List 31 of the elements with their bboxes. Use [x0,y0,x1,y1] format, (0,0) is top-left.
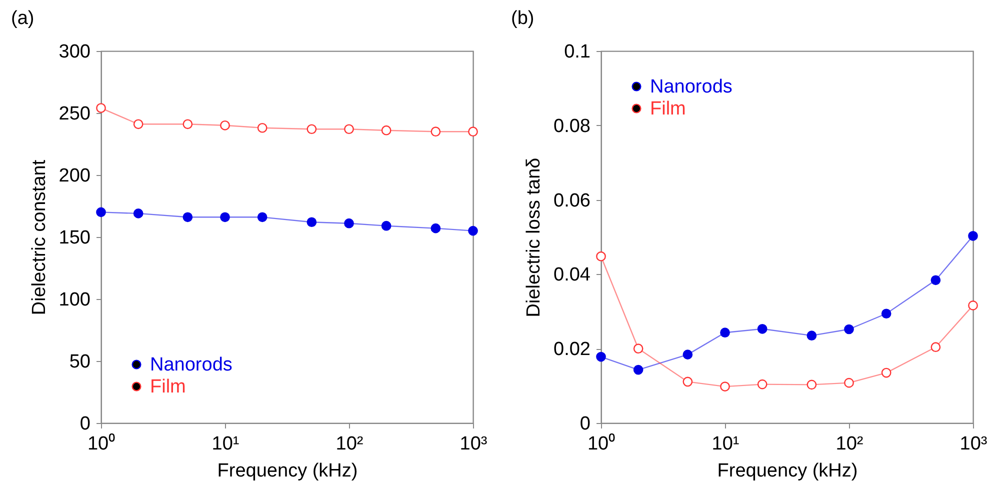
x-tick-label: 10³ [960,434,988,454]
x-tick-label: 10² [336,434,364,454]
y-tick-label: 0.1 [564,42,590,62]
legend-label: Film [650,98,686,120]
x-tick-label: 10² [836,434,864,454]
y-tick-label: 250 [58,104,90,124]
y-tick-label: 300 [58,42,90,62]
x-tick-label: 10¹ [712,434,740,454]
x-axis-title: Frequency (kHz) [717,460,858,482]
y-tick-label: 100 [58,290,90,310]
y-tick-label: 0 [580,414,590,434]
y-tick-label: 0.04 [554,264,591,286]
y-tick-label: 200 [58,166,90,186]
y-axis-title: Dielectric loss tanδ [524,158,545,318]
legend-label: Film [150,376,186,398]
x-tick-label: 10³ [460,434,488,454]
y-tick-label: 0.08 [554,116,590,137]
legend-label: Nanorods [650,76,732,98]
legend-label: Nanorods [150,354,232,376]
y-tick-label: 0.06 [554,190,590,212]
x-tick-label: 10⁰ [87,432,116,454]
y-tick-label: 0.02 [554,339,590,360]
x-axis-title: Frequency (kHz) [217,460,358,482]
chart-title: (a) [11,8,34,29]
y-tick-label: 0 [80,414,90,434]
y-axis-title: Dielectric constant [28,159,50,316]
y-tick-label: 150 [58,228,90,248]
x-tick-label: 10⁰ [587,432,616,454]
chart-title: (b) [511,8,534,29]
y-tick-label: 50 [69,352,90,372]
x-tick-label: 10¹ [212,434,240,454]
